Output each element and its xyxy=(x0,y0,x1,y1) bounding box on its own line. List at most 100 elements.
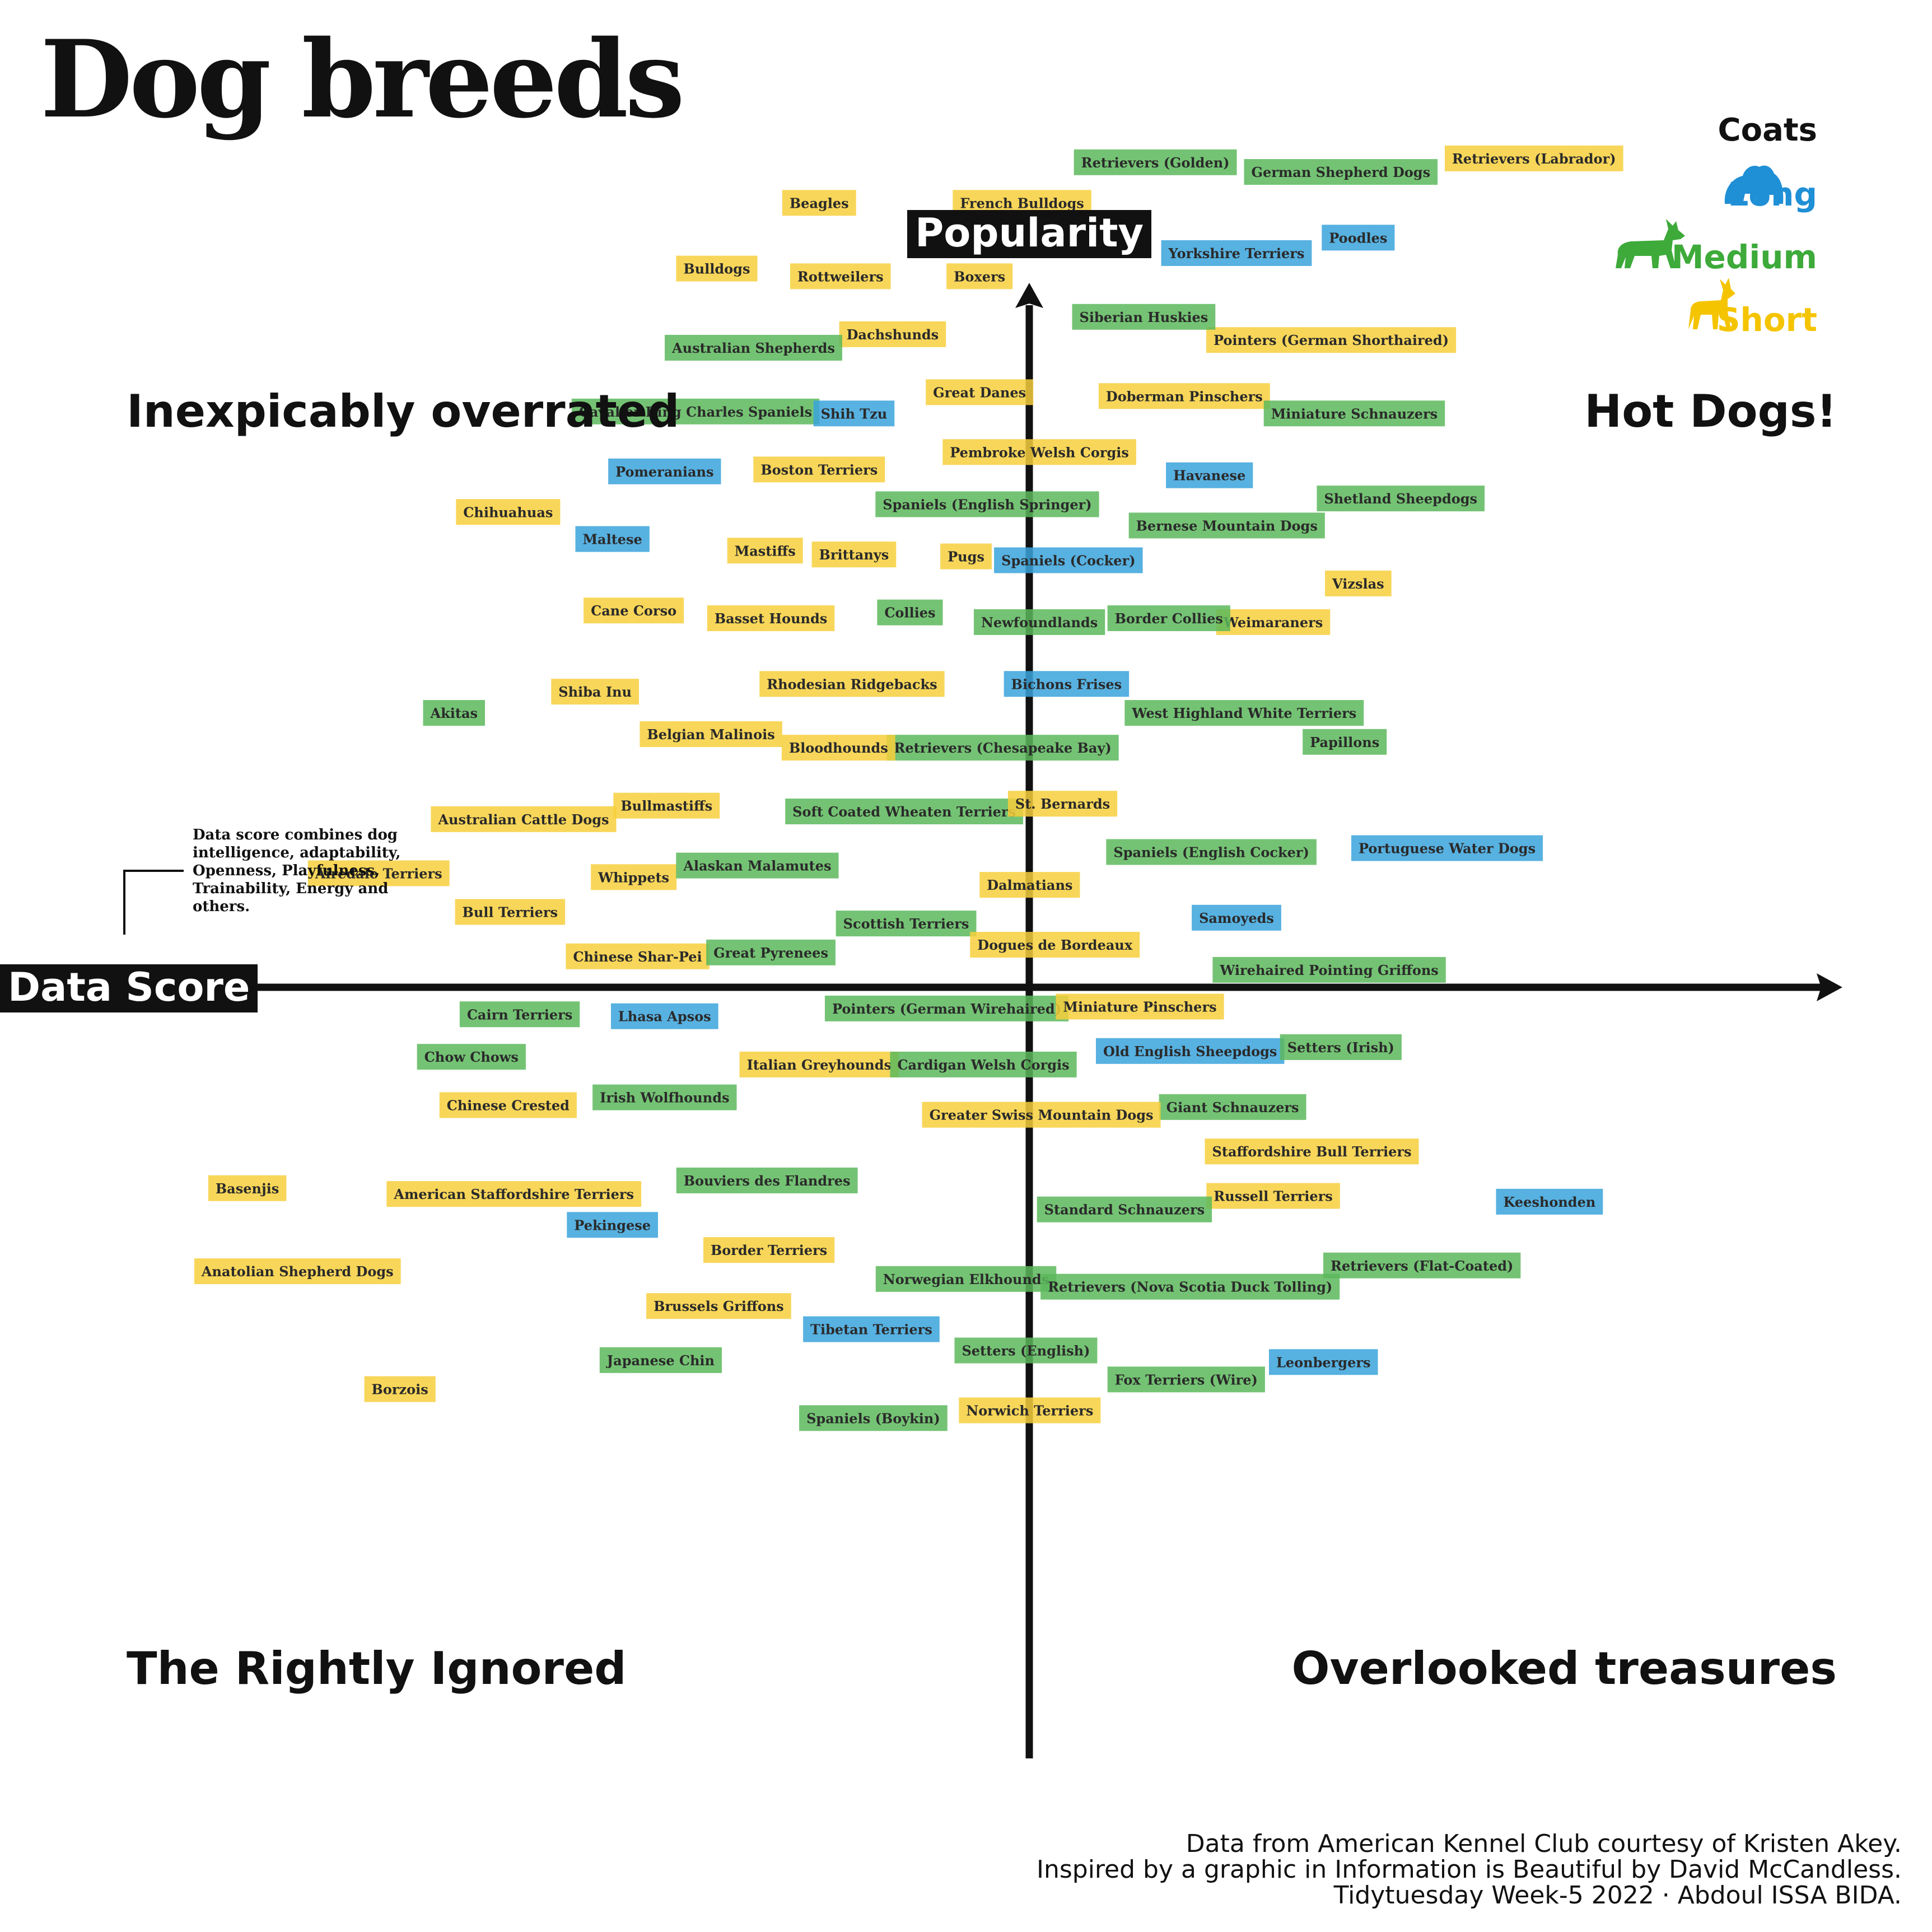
point-label: Spaniels (English Cocker) xyxy=(1113,844,1309,860)
data-point-doberman-pinschers: Doberman Pinschers xyxy=(1098,383,1270,409)
point-label: Retrievers (Labrador) xyxy=(1452,151,1616,167)
point-label-background xyxy=(610,1003,718,1029)
data-point-bouviers-des-flandres: Bouviers des Flandres xyxy=(676,1167,858,1193)
data-point-spaniels-cocker: Spaniels (Cocker) xyxy=(994,547,1143,573)
point-label: Bull Terriers xyxy=(463,904,558,920)
point-label: Norwich Terriers xyxy=(966,1403,1093,1419)
point-label: Keeshonden xyxy=(1504,1194,1596,1210)
data-point-akitas: Akitas xyxy=(423,700,486,726)
point-label-background xyxy=(707,605,835,631)
point-label: West Highland White Terriers xyxy=(1131,705,1356,721)
point-label: Pekingese xyxy=(574,1217,651,1233)
point-label-background xyxy=(1037,1196,1212,1222)
point-label: Shiba Inu xyxy=(558,684,632,700)
point-label: Giant Schnauzers xyxy=(1166,1099,1299,1116)
point-label-background xyxy=(459,1001,580,1028)
data-point-belgian-malinois: Belgian Malinois xyxy=(640,721,782,747)
point-label: Greater Swiss Mountain Dogs xyxy=(930,1107,1154,1123)
legend-item-long: Long xyxy=(1728,175,1817,213)
point-label: Great Pyrenees xyxy=(713,945,828,961)
data-point-bichons-frises: Bichons Frises xyxy=(1004,671,1130,697)
data-point-wirehaired-pointing-griffons: Wirehaired Pointing Griffons xyxy=(1212,956,1446,983)
data-point-old-english-sheepdogs: Old English Sheepdogs xyxy=(1095,1038,1285,1064)
point-label-background xyxy=(676,852,839,879)
point-label: Maltese xyxy=(582,531,642,548)
point-label: Dogues de Bordeaux xyxy=(977,937,1133,953)
point-label-background xyxy=(431,806,617,832)
data-point-retrievers-flat-coated: Retrievers (Flat-Coated) xyxy=(1323,1252,1521,1278)
point-label-background xyxy=(592,1084,737,1110)
point-label-background xyxy=(1095,1038,1285,1064)
data-point-dogues-de-bordeaux: Dogues de Bordeaux xyxy=(970,932,1140,958)
point-label: Retrievers (Nova Scotia Duck Tolling) xyxy=(1048,1279,1332,1295)
point-label: Japanese Chin xyxy=(606,1352,715,1369)
point-label-background xyxy=(208,1175,287,1201)
chart-title: Dog breeds xyxy=(40,17,685,142)
data-point-japanese-chin: Japanese Chin xyxy=(599,1347,722,1373)
point-label: Pugs xyxy=(948,549,984,565)
point-label: Rhodesian Ridgebacks xyxy=(767,676,937,692)
point-label: Pomeranians xyxy=(615,464,713,480)
data-point-miniature-pinschers: Miniature Pinschers xyxy=(1056,993,1224,1020)
y-axis-arrowhead xyxy=(1015,283,1043,308)
point-label-background xyxy=(571,398,820,424)
point-label: Bullmastiffs xyxy=(620,798,712,814)
point-label-background xyxy=(1496,1188,1603,1215)
point-label: Cane Corso xyxy=(591,603,676,619)
data-point-yorkshire-terriers: Yorkshire Terriers xyxy=(1161,240,1312,266)
point-label-background xyxy=(1056,993,1224,1020)
point-label-background xyxy=(456,499,561,525)
point-label-background xyxy=(875,491,1099,517)
data-point-pembroke-welsh-corgis: Pembroke Welsh Corgis xyxy=(942,439,1136,465)
data-point-shiba-inu: Shiba Inu xyxy=(551,679,639,705)
point-label: Standard Schnauzers xyxy=(1044,1202,1205,1218)
point-label-background xyxy=(890,1051,1077,1077)
data-point-rhodesian-ridgebacks: Rhodesian Ridgebacks xyxy=(759,671,945,697)
data-point-boston-terriers: Boston Terriers xyxy=(753,456,885,483)
data-point-cairn-terriers: Cairn Terriers xyxy=(459,1001,580,1028)
data-point-airedale-terriers: Airedale Terriers xyxy=(307,860,450,886)
point-label-background xyxy=(946,263,1013,290)
data-point-portuguese-water-dogs: Portuguese Water Dogs xyxy=(1351,835,1543,861)
point-label: Shih Tzu xyxy=(821,405,888,422)
point-label-background xyxy=(1322,225,1395,251)
point-label: Soft Coated Wheaten Terriers xyxy=(792,804,1016,820)
point-label: Dachshunds xyxy=(847,326,939,343)
point-label-background xyxy=(954,1337,1098,1364)
point-label: Scottish Terriers xyxy=(843,916,969,932)
point-label-background xyxy=(875,1266,1057,1292)
data-point-chinese-shar-pei: Chinese Shar-Pei xyxy=(566,943,710,969)
data-point-vizslas: Vizslas xyxy=(1325,570,1392,596)
data-point-retrievers-chesapeake-bay: Retrievers (Chesapeake Bay) xyxy=(886,735,1119,761)
data-point-setters-english: Setters (English) xyxy=(954,1337,1098,1364)
point-label: Brittanys xyxy=(819,547,889,563)
point-label: Beagles xyxy=(790,195,849,211)
data-point-lhasa-apsos: Lhasa Apsos xyxy=(610,1003,718,1029)
point-label-background xyxy=(970,932,1140,958)
data-point-standard-schnauzers: Standard Schnauzers xyxy=(1037,1196,1212,1222)
point-label-background xyxy=(194,1258,401,1285)
point-label: Chinese Crested xyxy=(447,1097,570,1113)
point-label: Cairn Terriers xyxy=(467,1006,572,1023)
point-label: Havanese xyxy=(1173,468,1245,484)
point-label-background xyxy=(759,671,945,697)
point-label: Pembroke Welsh Corgis xyxy=(950,444,1129,460)
point-label: Old English Sheepdogs xyxy=(1103,1043,1277,1060)
point-label-background xyxy=(1303,729,1387,755)
data-point-soft-coated-wheaten-terriers: Soft Coated Wheaten Terriers xyxy=(785,799,1024,824)
data-point-australian-shepherds: Australian Shepherds xyxy=(665,335,842,361)
data-point-keeshonden: Keeshonden xyxy=(1496,1188,1603,1215)
x-axis-arrowhead xyxy=(1817,973,1842,1001)
point-label-background xyxy=(364,1376,436,1402)
point-label: Dalmatians xyxy=(987,877,1072,893)
credit-line: Data from American Kennel Club courtesy … xyxy=(1186,1830,1902,1858)
credits: Data from American Kennel Club courtesy … xyxy=(1037,1831,1902,1908)
point-label: Spaniels (English Springer) xyxy=(883,496,1091,512)
data-point-beagles: Beagles xyxy=(782,190,856,216)
point-label-background xyxy=(567,1212,659,1238)
data-point-maltese: Maltese xyxy=(575,526,650,552)
point-label: Pointers (German Wirehaired) xyxy=(832,1001,1061,1017)
point-label: Rottweilers xyxy=(797,268,884,284)
point-label-background xyxy=(706,939,836,965)
point-label-background xyxy=(1317,486,1485,512)
